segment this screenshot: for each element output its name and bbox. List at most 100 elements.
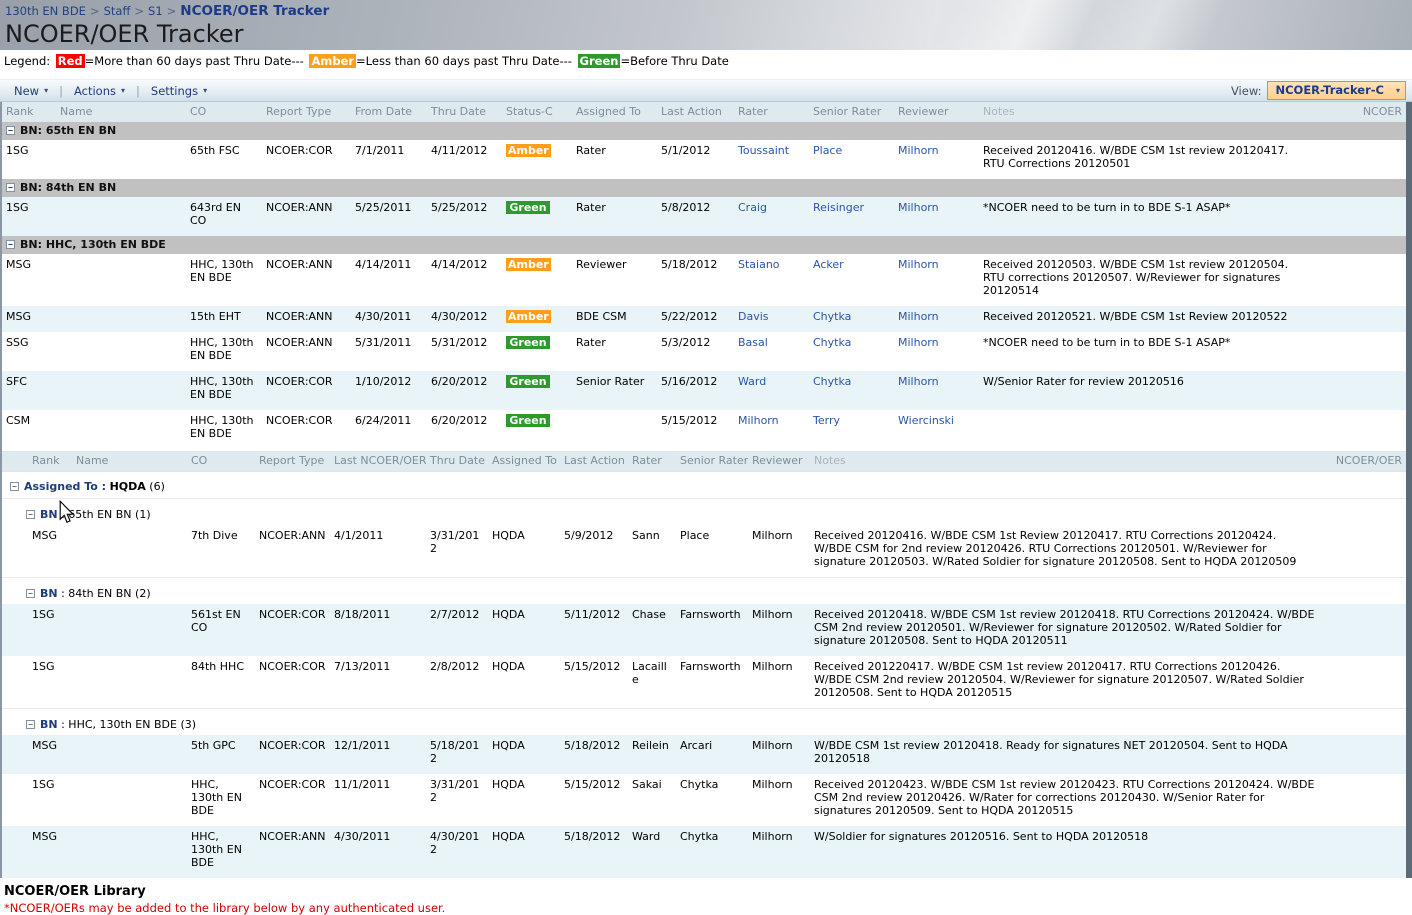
- subgroup-name[interactable]: 84th EN BN: [68, 587, 136, 600]
- rater-link[interactable]: Basal: [738, 336, 768, 349]
- collapse-icon[interactable]: −: [26, 720, 35, 729]
- group-label[interactable]: BN: 84th EN BN: [20, 181, 117, 194]
- column-header-name[interactable]: Name: [72, 451, 187, 472]
- column-header-senior-rater[interactable]: Senior Rater: [676, 451, 748, 472]
- group-row[interactable]: − BN: 65th EN BN: [2, 122, 1406, 140]
- reviewer-link[interactable]: Milhorn: [898, 201, 939, 214]
- subgroup-row[interactable]: − BN : 65th EN BN (1): [2, 498, 1406, 525]
- view-selector[interactable]: NCOER-Tracker-C ▾: [1267, 81, 1406, 100]
- cell-rater: Staiano: [734, 254, 809, 306]
- cell-rater: Craig: [734, 197, 809, 236]
- breadcrumb-link[interactable]: Staff: [103, 4, 131, 18]
- column-header-notes[interactable]: Notes: [810, 451, 1321, 472]
- cell-report-type: NCOER:COR: [262, 371, 351, 410]
- cell-senior-rater: Arcari: [676, 735, 748, 774]
- collapse-icon[interactable]: −: [6, 183, 15, 192]
- column-header-status-c[interactable]: Status-C: [502, 102, 572, 122]
- group-label[interactable]: BN: HHC, 130th EN BDE: [20, 238, 166, 251]
- collapse-icon[interactable]: −: [10, 482, 19, 491]
- reviewer-link[interactable]: Milhorn: [898, 258, 939, 271]
- subgroup-prefix[interactable]: BN: [40, 718, 58, 731]
- column-header-from-date[interactable]: From Date: [351, 102, 427, 122]
- column-header-thru-date[interactable]: Thru Date: [427, 102, 502, 122]
- group-value[interactable]: HQDA: [109, 480, 146, 493]
- rater-link[interactable]: Toussaint: [738, 144, 790, 157]
- subgroup-row[interactable]: − BN : HHC, 130th EN BDE (3): [2, 708, 1406, 735]
- column-header-co[interactable]: CO: [186, 102, 262, 122]
- collapse-icon[interactable]: −: [26, 510, 35, 519]
- breadcrumb-link[interactable]: 130th EN BDE: [5, 4, 86, 18]
- menu-actions[interactable]: Actions ▾: [70, 82, 129, 100]
- subgroup-row[interactable]: − BN : 84th EN BN (2): [2, 577, 1406, 604]
- subgroup-cell: − BN : HHC, 130th EN BDE (3): [2, 708, 1406, 735]
- senior-rater-link[interactable]: Chytka: [813, 375, 852, 388]
- senior-rater-link[interactable]: Terry: [813, 414, 840, 427]
- cell-ncoer: [1321, 735, 1406, 774]
- cell-rank: 1SG: [32, 660, 55, 673]
- column-header-reviewer[interactable]: Reviewer: [894, 102, 979, 122]
- rater-link[interactable]: Staiano: [738, 258, 780, 271]
- collapse-icon[interactable]: −: [26, 589, 35, 598]
- column-header-ncoer[interactable]: NCOER: [1317, 102, 1406, 122]
- column-header-last-ncoer-oer[interactable]: Last NCOER/OER: [330, 451, 426, 472]
- subgroup-name[interactable]: HHC, 130th EN BDE: [68, 718, 181, 731]
- collapse-icon[interactable]: −: [6, 126, 15, 135]
- subgroup-prefix[interactable]: BN: [40, 508, 58, 521]
- table1-header-row: Rank Name CO Report Type From Date Thru Date S…: [2, 102, 1406, 122]
- senior-rater-link[interactable]: Acker: [813, 258, 844, 271]
- rater-link[interactable]: Davis: [738, 310, 769, 323]
- cell-rater: Reilein: [628, 735, 676, 774]
- column-header-assigned-to[interactable]: Assigned To: [488, 451, 560, 472]
- cell-assigned-to: Senior Rater: [572, 371, 657, 410]
- menu-settings[interactable]: Settings ▾: [147, 82, 211, 100]
- breadcrumb-link[interactable]: S1: [148, 4, 163, 18]
- senior-rater-link[interactable]: Chytka: [813, 336, 852, 349]
- cell-name: [56, 332, 186, 371]
- cell-co: HHC, 130th EN BDE: [187, 826, 255, 878]
- reviewer-link[interactable]: Milhorn: [898, 310, 939, 323]
- column-header-last-action[interactable]: Last Action: [560, 451, 628, 472]
- column-header-rank[interactable]: Rank: [2, 451, 72, 472]
- group-label[interactable]: BN: 65th EN BN: [20, 124, 117, 137]
- cell-report-type: NCOER:ANN: [255, 826, 330, 878]
- reviewer-link[interactable]: Milhorn: [898, 144, 939, 157]
- cell-thru-date: 3/31/2012: [430, 529, 480, 555]
- senior-rater-link[interactable]: Place: [813, 144, 843, 157]
- column-header-last-action[interactable]: Last Action: [657, 102, 734, 122]
- cell-name: [72, 656, 187, 709]
- status-badge: Amber: [506, 144, 551, 157]
- group-row[interactable]: − BN: HHC, 130th EN BDE: [2, 236, 1406, 254]
- collapse-icon[interactable]: −: [6, 240, 15, 249]
- group-label[interactable]: Assigned To :: [24, 480, 107, 493]
- reviewer-link[interactable]: Milhorn: [898, 336, 939, 349]
- group-row[interactable]: − Assigned To : HQDA (6): [2, 471, 1406, 499]
- cell-report-type: NCOER:ANN: [266, 258, 333, 271]
- cell-assigned-to: HQDA: [488, 826, 560, 878]
- column-header-rater[interactable]: Rater: [734, 102, 809, 122]
- column-header-notes[interactable]: Notes: [979, 102, 1317, 122]
- column-header-report-type[interactable]: Report Type: [262, 102, 351, 122]
- reviewer-link[interactable]: Wiercinski: [898, 414, 954, 427]
- column-header-reviewer[interactable]: Reviewer: [748, 451, 810, 472]
- subgroup-name[interactable]: 65th EN BN: [68, 508, 136, 521]
- menu-new[interactable]: New ▾: [10, 82, 52, 100]
- column-header-rater[interactable]: Rater: [628, 451, 676, 472]
- column-header-senior-rater[interactable]: Senior Rater: [809, 102, 894, 122]
- rater-link[interactable]: Milhorn: [738, 414, 779, 427]
- column-header-rank[interactable]: Rank: [2, 102, 56, 122]
- column-header-ncoer-oer[interactable]: NCOER/OER: [1321, 451, 1406, 472]
- group-row[interactable]: − BN: 84th EN BN: [2, 179, 1406, 197]
- senior-rater-link[interactable]: Reisinger: [813, 201, 865, 214]
- rater-link[interactable]: Ward: [738, 375, 767, 388]
- subgroup-prefix[interactable]: BN: [40, 587, 58, 600]
- column-header-assigned-to[interactable]: Assigned To: [572, 102, 657, 122]
- column-header-name[interactable]: Name: [56, 102, 186, 122]
- cell-last-ncoer: 12/1/2011: [330, 735, 426, 774]
- column-header-report-type[interactable]: Report Type: [255, 451, 330, 472]
- cell-notes: *NCOER need to be turn in to BDE S-1 ASA…: [983, 336, 1231, 349]
- column-header-co[interactable]: CO: [187, 451, 255, 472]
- column-header-thru-date[interactable]: Thru Date: [426, 451, 488, 472]
- rater-link[interactable]: Craig: [738, 201, 767, 214]
- senior-rater-link[interactable]: Chytka: [813, 310, 852, 323]
- reviewer-link[interactable]: Milhorn: [898, 375, 939, 388]
